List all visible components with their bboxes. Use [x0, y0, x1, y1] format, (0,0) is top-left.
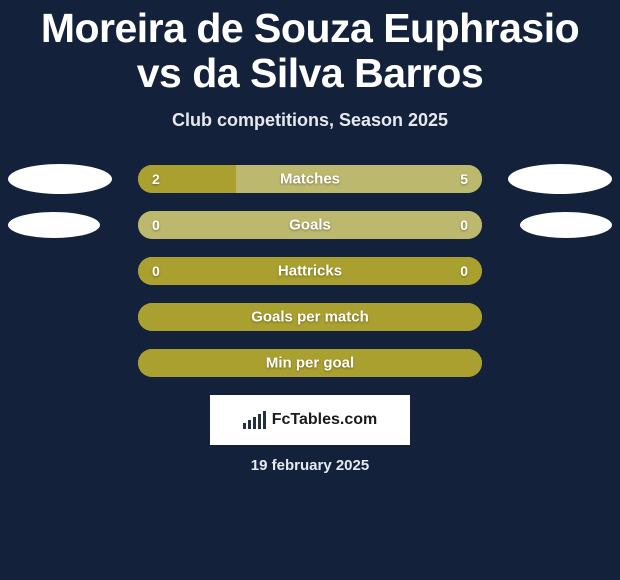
page-subtitle: Club competitions, Season 2025 [0, 110, 620, 131]
stat-bar-right-fill [138, 211, 482, 239]
player-oval-right [508, 164, 612, 194]
stat-row: Hattricks00 [0, 257, 620, 285]
stat-bar: Goals per match [138, 303, 482, 331]
footer-badge: FcTables.com [210, 395, 410, 445]
badge-bars-icon [243, 411, 266, 429]
stat-bar: Min per goal [138, 349, 482, 377]
stat-bar-left-fill [138, 349, 482, 377]
stat-bar: Goals00 [138, 211, 482, 239]
stat-bar: Matches25 [138, 165, 482, 193]
stat-bar: Hattricks00 [138, 257, 482, 285]
stat-row: Matches25 [0, 165, 620, 193]
stat-bar-left-fill [138, 257, 482, 285]
stat-row: Min per goal [0, 349, 620, 377]
player-oval-right [520, 212, 612, 238]
stat-bar-left-fill [138, 165, 236, 193]
stat-bar-left-fill [138, 303, 482, 331]
stat-row: Goals00 [0, 211, 620, 239]
stat-bar-right-fill [236, 165, 482, 193]
player-oval-left [8, 212, 100, 238]
footer-date: 19 february 2025 [0, 457, 620, 474]
page-title: Moreira de Souza Euphrasio vs da Silva B… [0, 0, 620, 96]
footer-badge-text: FcTables.com [272, 411, 378, 429]
stat-row: Goals per match [0, 303, 620, 331]
stat-rows: Matches25 Goals00 Hattricks00 Goals per mat… [0, 165, 620, 377]
player-oval-left [8, 164, 112, 194]
comparison-infographic: Moreira de Souza Euphrasio vs da Silva B… [0, 0, 620, 580]
